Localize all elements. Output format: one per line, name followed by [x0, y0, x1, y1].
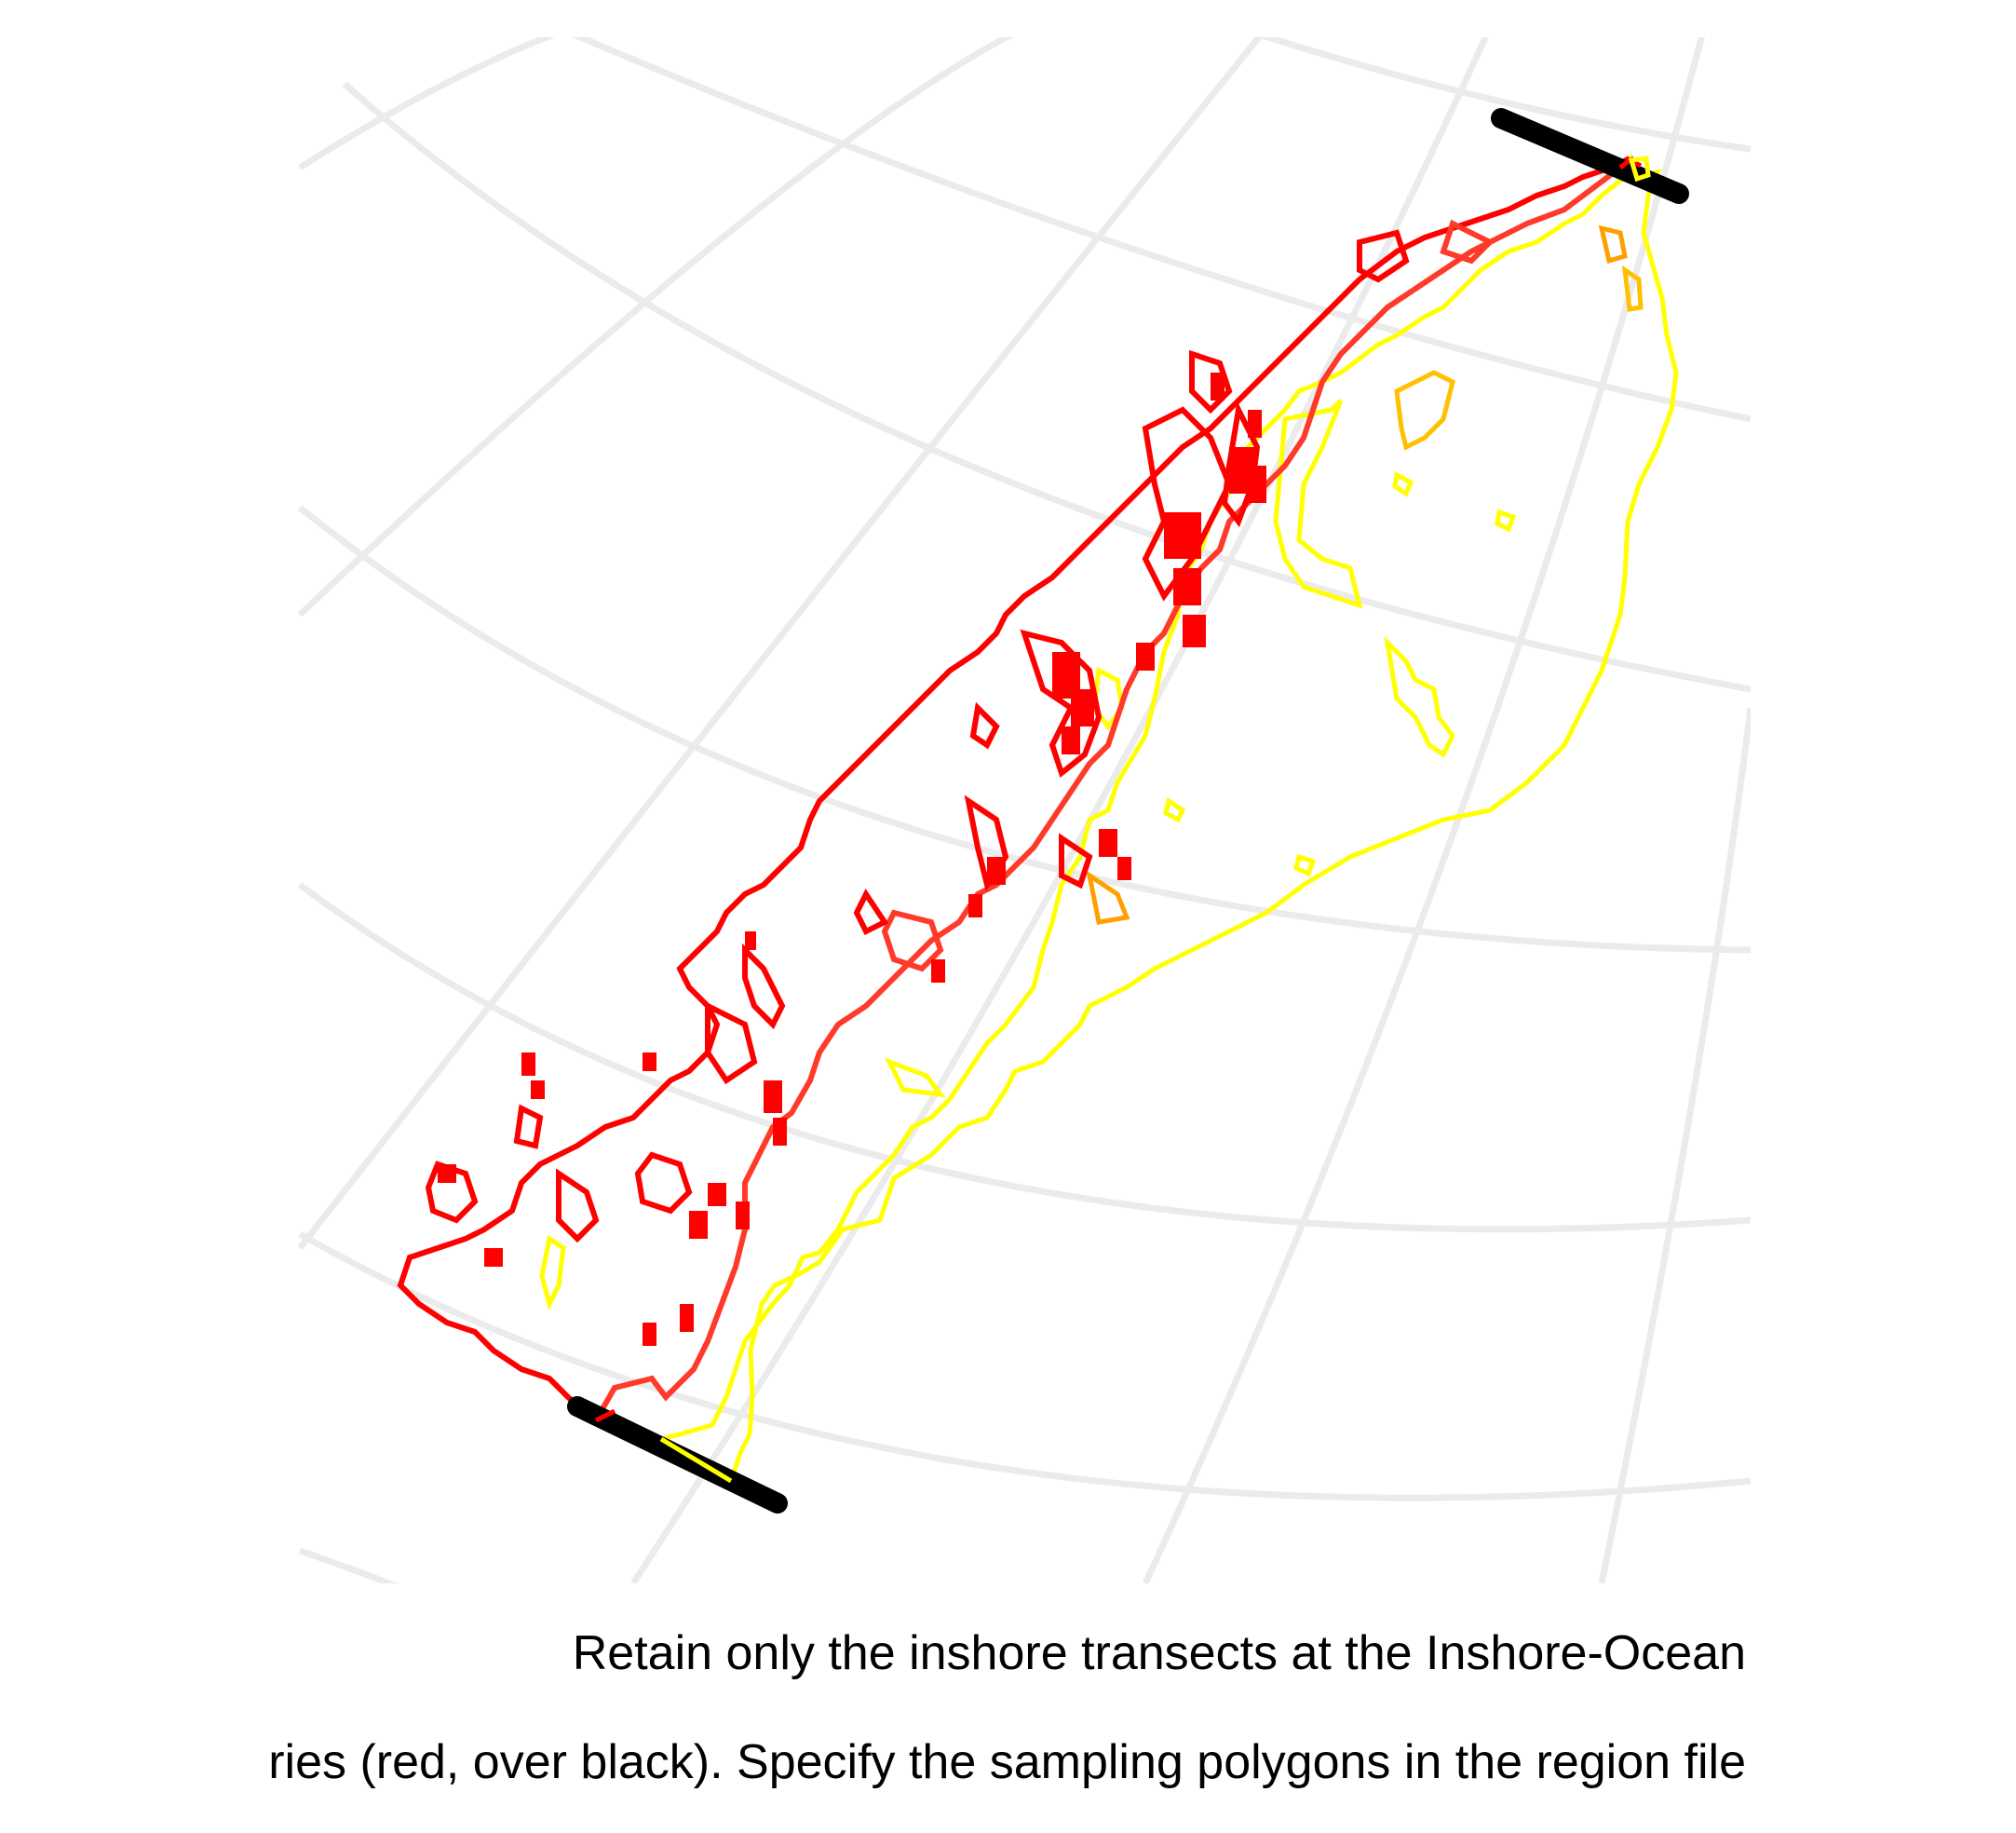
transect-cluster: [968, 894, 982, 917]
graticule-meridian: [298, 37, 1014, 618]
sampling-polygons: [539, 153, 1679, 1485]
boundary-bar-south: [567, 1396, 788, 1514]
boundary-bar-overlay: [594, 1408, 616, 1423]
transect-cluster: [764, 1080, 782, 1113]
transect-cluster: [531, 1080, 545, 1099]
inshore-transect-branch: [1059, 833, 1093, 889]
sampling-polygon-main: [655, 153, 1679, 1485]
inshore-transect-branch: [881, 909, 944, 972]
sampling-polygon-loop: [1495, 509, 1517, 533]
graticule-parallel: [1257, 37, 1751, 153]
graticule-parallel: [298, 1230, 1751, 1501]
graticule-parallel: [572, 37, 1751, 423]
graticule-parallel: [298, 37, 556, 170]
graticule-meridian: [1598, 707, 1751, 1583]
transect-cluster: [1099, 829, 1117, 857]
transect-cluster: [484, 1248, 503, 1267]
sampling-polygon-loop: [884, 1057, 946, 1098]
boundary-bar-north: [1491, 108, 1689, 204]
inshore-transect-main: [593, 156, 1636, 1422]
transect-cluster: [931, 959, 945, 983]
transect-cluster: [736, 1202, 750, 1229]
transect-cluster: [643, 1323, 656, 1346]
transect-cluster: [1164, 512, 1201, 559]
inshore-transect-branch: [1357, 229, 1410, 283]
inshore-transect-branch: [705, 1001, 758, 1085]
transect-cluster: [438, 1164, 456, 1183]
transect-cluster: [1173, 568, 1201, 605]
inshore-transect-branch: [969, 701, 1000, 750]
sampling-polygon-loop: [539, 1234, 566, 1311]
transect-cluster: [745, 931, 756, 950]
figure-caption-line-1: Retain only the inshore transects at the…: [572, 1626, 1746, 1680]
graticule: [298, 37, 1751, 1583]
sampling-polygon-loop: [1598, 224, 1628, 265]
graticule-meridian: [298, 37, 1264, 1251]
transect-cluster: [1248, 466, 1266, 503]
inshore-transect-branch: [425, 1161, 479, 1224]
sampling-polygon-loop: [1086, 870, 1130, 925]
map-panel: [298, 37, 1751, 1583]
transect-cluster: [773, 1118, 787, 1146]
transect-cluster: [1211, 373, 1224, 401]
inshore-transect-branch: [634, 1151, 693, 1215]
sampling-polygon-loop: [1394, 370, 1455, 451]
transect-cluster: [1248, 410, 1262, 438]
sampling-polygon-loop: [1621, 265, 1644, 312]
transect-clusters: [438, 373, 1266, 1346]
sampling-polygon-loop: [1163, 796, 1186, 823]
sampling-polygon-loop: [1293, 853, 1317, 877]
graticule-parallel: [298, 882, 1751, 1233]
transect-cluster: [680, 1304, 694, 1332]
graticule-parallel: [298, 1547, 399, 1583]
transect-cluster: [1071, 689, 1094, 726]
graticule-parallel: [298, 505, 1751, 954]
boundary-bar-overlays: [594, 156, 1651, 1484]
transect-cluster: [1117, 857, 1131, 880]
figure-caption-line-2: ries (red, over black). Specify the samp…: [268, 1735, 1746, 1789]
inshore-transect-branch: [853, 889, 889, 936]
boundary-bar-overlay: [659, 1436, 733, 1484]
boundary-bars: [567, 108, 1689, 1514]
inshore-transect-branch: [556, 1168, 600, 1243]
graticule-parallel: [342, 81, 1751, 693]
sampling-polygon-loop: [1384, 635, 1455, 758]
graticule-meridian: [1142, 37, 1705, 1583]
transect-cluster: [708, 1183, 726, 1206]
sampling-polygon-inner: [1273, 399, 1363, 609]
transect-cluster: [521, 1052, 535, 1076]
boundary-bar-overlay: [1628, 156, 1651, 183]
inshore-transect-branch: [1440, 219, 1495, 265]
transect-cluster: [987, 857, 1006, 885]
inshore-transect-branch: [742, 943, 786, 1030]
transect-cluster: [689, 1211, 708, 1239]
transect-cluster: [643, 1052, 656, 1071]
inshore-transect-branch: [513, 1104, 544, 1149]
sampling-polygon-loop: [1392, 471, 1414, 497]
transect-cluster: [1062, 726, 1080, 754]
transect-cluster: [1183, 615, 1206, 647]
inshore-transect-outer: [397, 156, 1631, 1423]
transect-cluster: [1136, 643, 1155, 671]
